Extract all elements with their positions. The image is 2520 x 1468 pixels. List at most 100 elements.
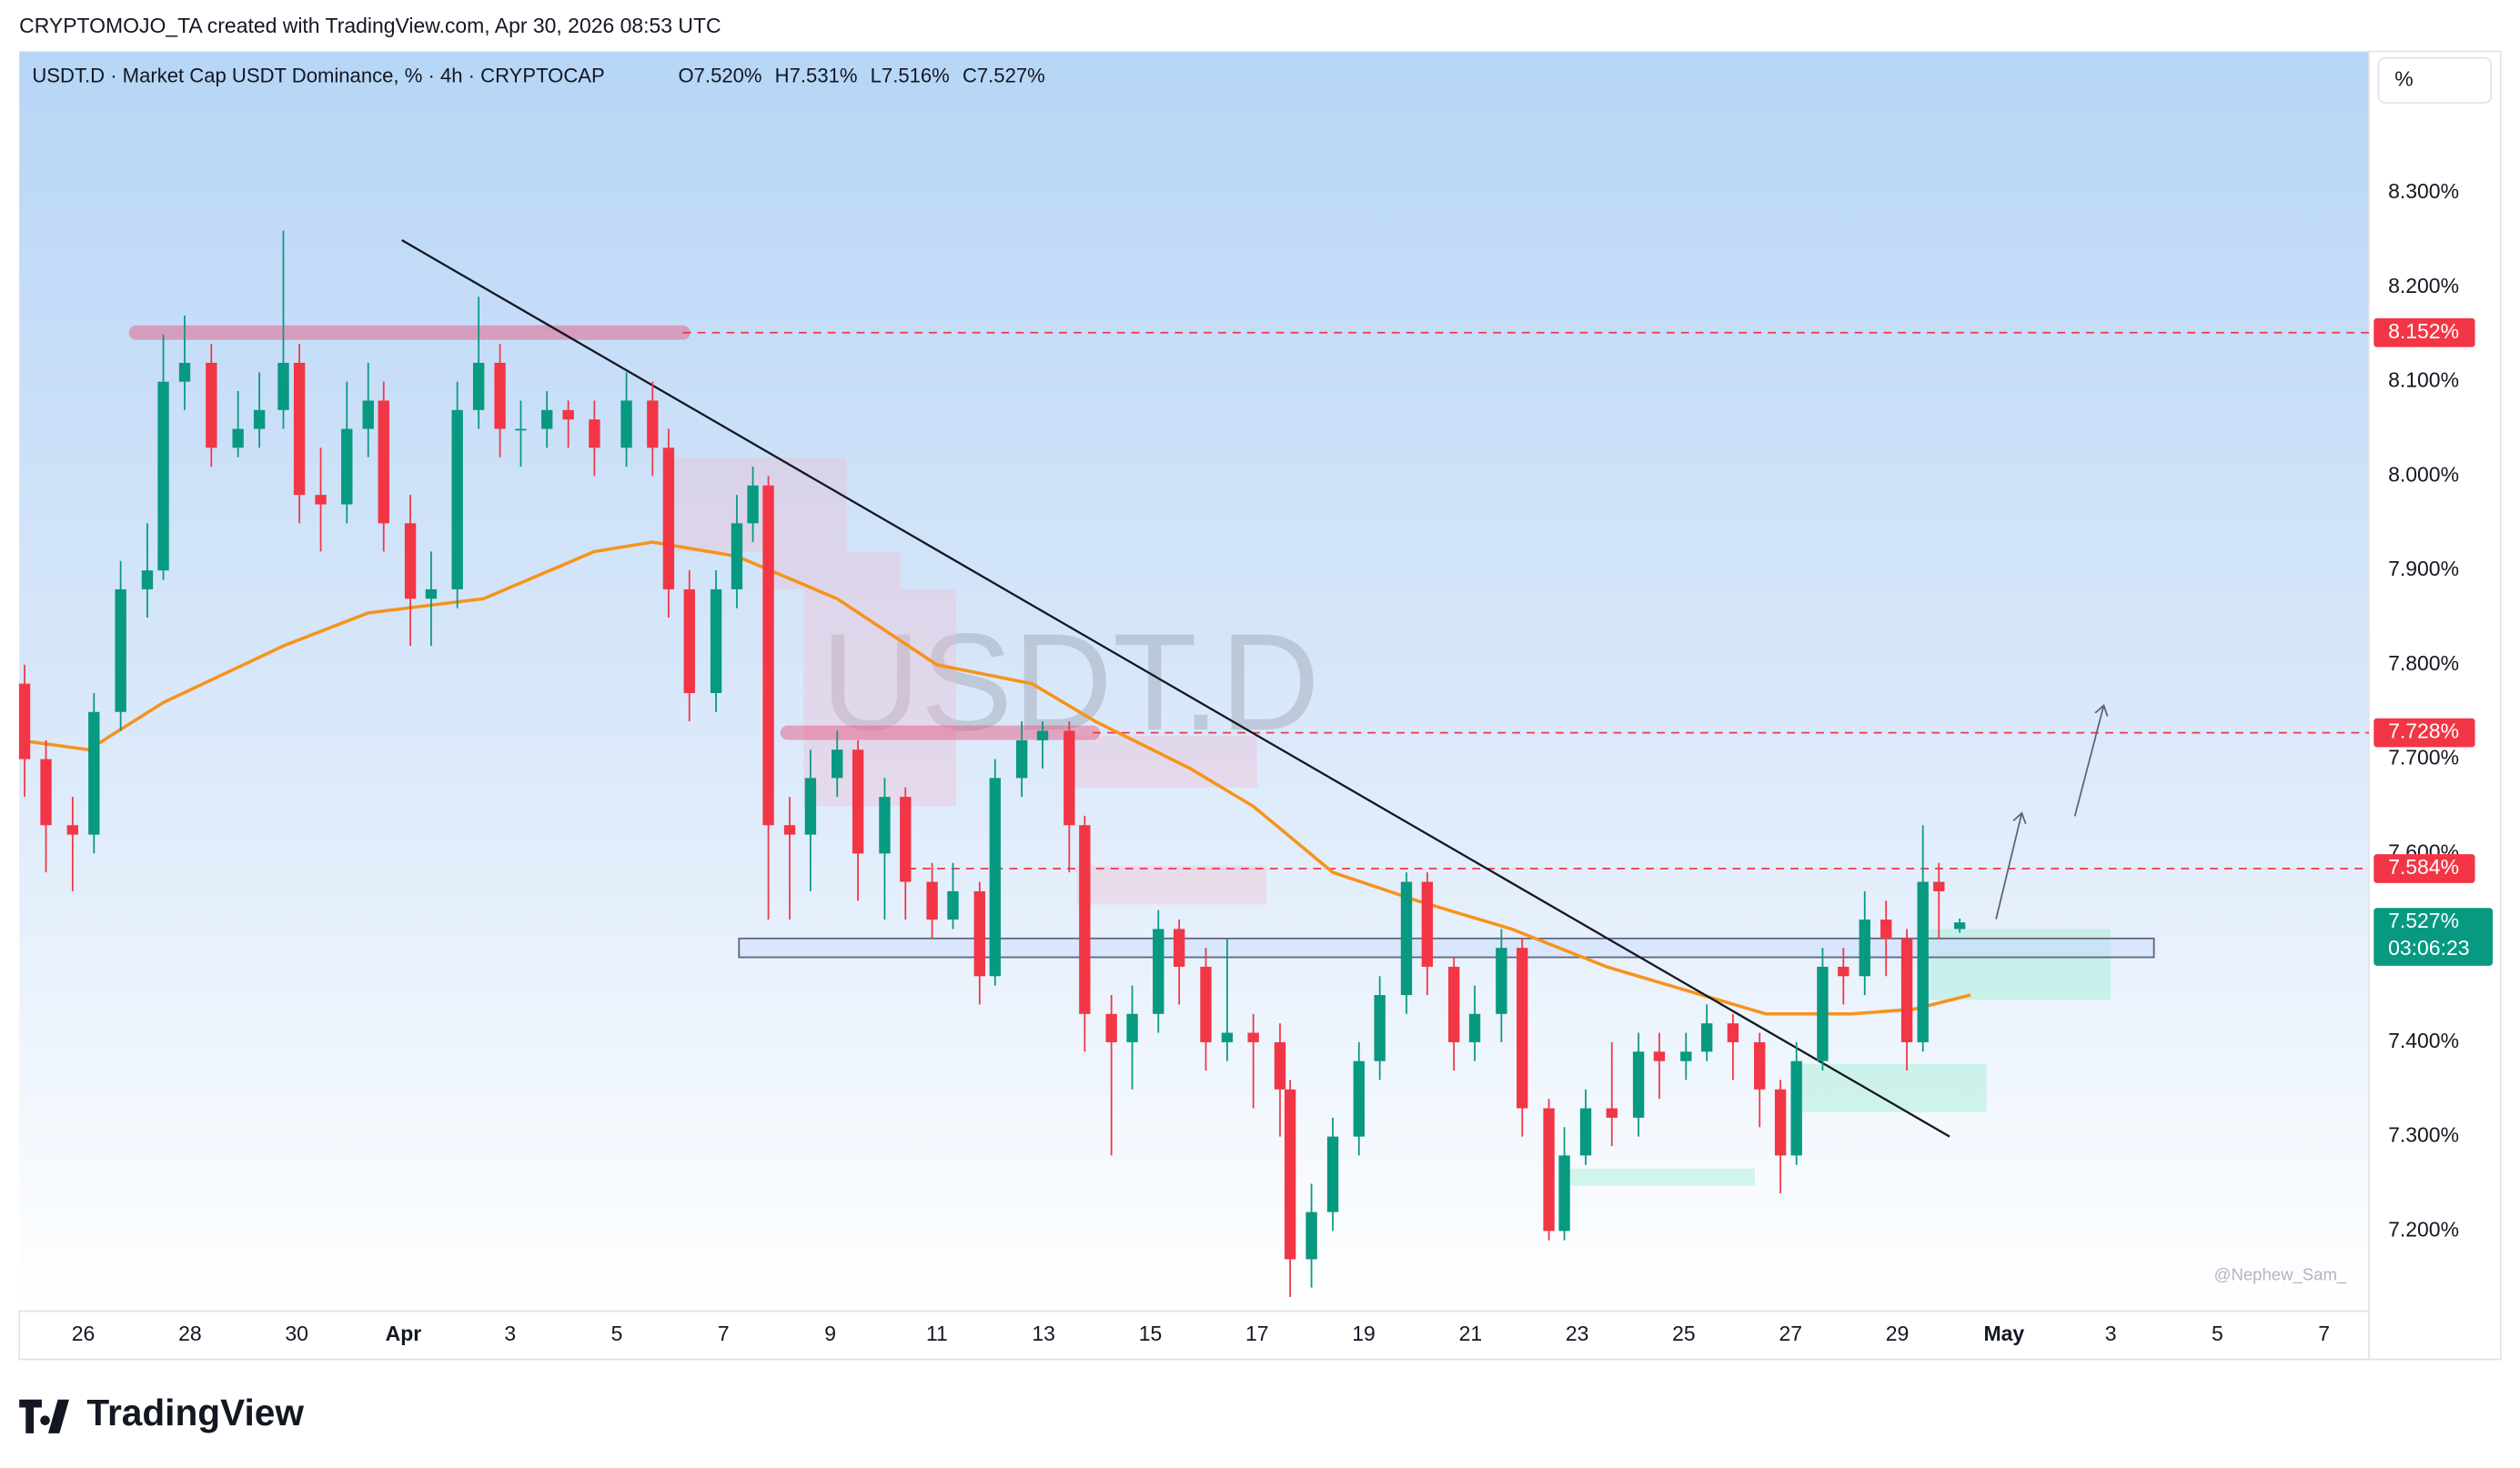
candle-body	[1606, 1108, 1618, 1118]
y-axis-area	[2368, 50, 2502, 1361]
candle-body	[1680, 1051, 1692, 1061]
candle-body	[115, 588, 126, 712]
candle-body	[1859, 920, 1870, 977]
candle-body	[731, 523, 743, 589]
candle-body	[783, 825, 796, 835]
demand-zone	[1567, 1168, 1755, 1186]
candle-body	[1653, 1051, 1666, 1061]
candle-body	[1400, 881, 1413, 996]
level-label: 7.584%	[2388, 855, 2459, 879]
level-label: 7.728%	[2388, 719, 2459, 743]
candle-body	[178, 362, 191, 382]
candle-body	[232, 428, 244, 448]
candle-body	[472, 362, 485, 410]
level-label-box	[2374, 718, 2475, 748]
y-tick-label: 7.900%	[2388, 557, 2459, 580]
candle-body	[1247, 1032, 1259, 1042]
candle-body	[1374, 995, 1386, 1061]
candle-body	[1173, 929, 1185, 967]
candle-body	[710, 588, 722, 694]
candle-body	[662, 447, 675, 589]
candle-body	[141, 570, 154, 589]
candle-body	[425, 588, 438, 599]
candle-body	[157, 381, 169, 571]
candle-body	[541, 409, 553, 429]
plot-background	[19, 51, 2369, 1312]
x-tick-label: Apr	[386, 1322, 422, 1345]
y-tick-label: 8.200%	[2388, 274, 2459, 297]
x-tick-label: 3	[2105, 1322, 2117, 1345]
candle-body	[1632, 1051, 1645, 1118]
candle-body	[1700, 1023, 1713, 1052]
y-tick-label: 7.700%	[2388, 746, 2459, 769]
ohlc-value: L7.516%	[871, 65, 950, 87]
x-axis-area	[18, 1310, 2370, 1361]
ohlc-readout: O7.520% H7.531% L7.516% C7.527%	[678, 65, 1044, 87]
candle-body	[88, 711, 100, 835]
ohlc-value: H7.531%	[775, 65, 858, 87]
candle-body	[494, 362, 506, 429]
x-tick-label: May	[1983, 1322, 2024, 1345]
candle-body	[1790, 1061, 1802, 1156]
scale-button-label[interactable]: %	[2394, 66, 2413, 90]
candle-body	[879, 797, 891, 854]
candle-body	[900, 797, 912, 882]
scale-button[interactable]	[2377, 56, 2493, 104]
candle-body	[1880, 920, 1892, 939]
supply-zone	[803, 588, 957, 807]
projection-arrow	[1995, 813, 2021, 920]
candle-body	[832, 749, 843, 779]
candle-body	[1015, 739, 1028, 779]
candle-body	[1754, 1041, 1766, 1090]
candle-body	[315, 495, 327, 505]
candle-body	[1517, 948, 1528, 1109]
candle-body	[1917, 881, 1929, 1042]
candle-body	[1105, 1013, 1117, 1042]
candle-body	[1274, 1041, 1286, 1090]
candle-body	[40, 759, 52, 826]
x-tick-label: 26	[72, 1322, 96, 1345]
x-tick-label: 23	[1566, 1322, 1589, 1345]
candle-body	[18, 683, 31, 759]
candle-body	[1543, 1108, 1555, 1232]
y-tick-label: 7.800%	[2388, 651, 2459, 675]
y-tick-label: 8.300%	[2388, 179, 2459, 203]
candle-body	[1200, 966, 1212, 1042]
candle-body	[1953, 922, 1966, 930]
candle-body	[989, 778, 1002, 977]
candle-body	[1558, 1155, 1570, 1232]
y-tick-label: 7.200%	[2388, 1217, 2459, 1241]
candle-body	[947, 890, 959, 920]
candle-body	[620, 400, 632, 448]
x-tick-label: 3	[504, 1322, 516, 1345]
candle-body	[206, 362, 217, 448]
moving-average	[18, 540, 1971, 1016]
candle-body	[378, 400, 389, 524]
x-tick-label: 17	[1245, 1322, 1269, 1345]
candle-body	[1353, 1061, 1365, 1137]
candle-body	[1326, 1136, 1339, 1212]
candle-body	[1284, 1089, 1296, 1260]
candle-body	[647, 400, 659, 448]
candle-body	[804, 778, 817, 835]
plot: USDT.D	[18, 230, 2369, 1297]
candle-body	[1496, 948, 1507, 1014]
trendline	[401, 239, 1950, 1138]
x-tick-label: 7	[2318, 1322, 2330, 1345]
x-tick-label: 7	[718, 1322, 730, 1345]
y-tick-label: 8.100%	[2388, 368, 2459, 392]
x-tick-label: 21	[1459, 1322, 1483, 1345]
candle-body	[1817, 966, 1829, 1061]
level-label-box	[2374, 317, 2475, 347]
x-tick-label: 5	[611, 1322, 623, 1345]
candle-body	[515, 428, 527, 431]
supply-zone	[1076, 865, 1267, 905]
supply-zone	[764, 551, 901, 589]
candle-body	[762, 485, 774, 826]
y-tick-label: 8.000%	[2388, 462, 2459, 486]
candle-body	[926, 881, 938, 920]
candle-body	[1933, 881, 1945, 891]
ohlc-value: C7.527%	[963, 65, 1045, 87]
level-label-box	[2374, 854, 2475, 883]
